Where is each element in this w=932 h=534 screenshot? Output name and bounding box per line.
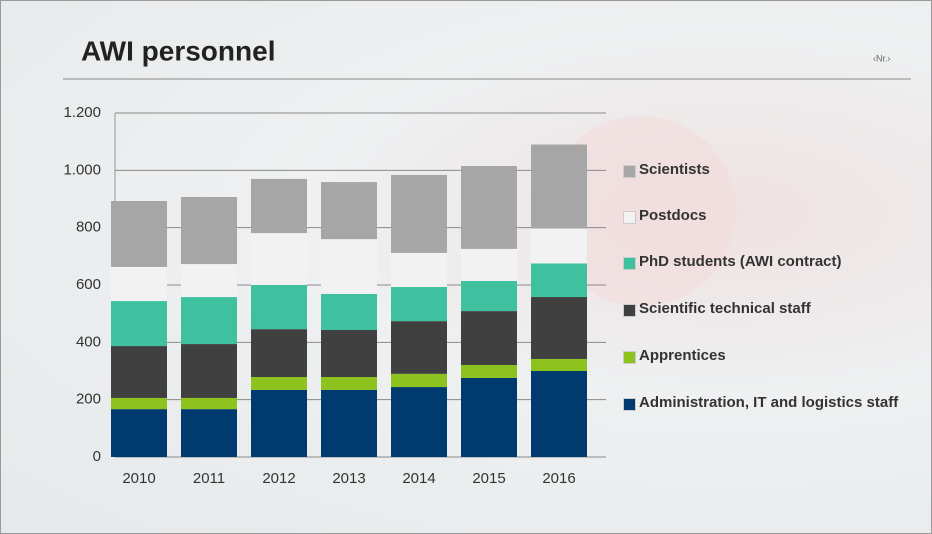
legend-swatch — [623, 257, 636, 270]
bar-segment — [111, 301, 167, 347]
bar-segment — [321, 182, 377, 240]
bar-segment — [111, 346, 167, 398]
legend-label: Administration, IT and logistics staff — [639, 394, 899, 411]
bar-segment — [181, 264, 237, 298]
legend-label: Scientists — [639, 161, 710, 178]
legend-swatch — [623, 165, 636, 178]
legend-swatch — [623, 398, 636, 411]
bar-segment — [461, 377, 517, 457]
legend-swatch — [623, 304, 636, 317]
y-tick-label: 1.200 — [63, 104, 101, 121]
legend-item: Scientists — [623, 159, 913, 181]
legend-item: Apprentices — [623, 345, 913, 367]
bar-segment — [531, 144, 587, 229]
y-tick-label: 200 — [76, 391, 101, 408]
bar-segment — [391, 287, 447, 322]
bar-segment — [531, 371, 587, 457]
bar-segment — [111, 397, 167, 410]
bar-segment — [111, 409, 167, 457]
bar-segment — [251, 233, 307, 285]
legend-item: PhD students (AWI contract) — [623, 251, 913, 273]
x-tick-label: 2011 — [193, 470, 225, 487]
background-figure — [546, 116, 736, 306]
legend-label: Apprentices — [639, 347, 726, 364]
legend-item: Postdocs — [623, 205, 913, 227]
bar-segment — [251, 285, 307, 330]
bar-segment — [321, 377, 377, 390]
bar-segment — [461, 280, 517, 312]
bar-segment — [321, 389, 377, 457]
legend-swatch — [623, 351, 636, 364]
page-number: ‹Nr.› — [873, 53, 891, 63]
bar-segment — [321, 293, 377, 331]
bar-segment — [531, 228, 587, 264]
bar-segment — [531, 263, 587, 298]
legend-label: Scientific technical staff — [639, 300, 811, 317]
bar-segment — [251, 377, 307, 390]
bar-segment — [531, 358, 587, 371]
bar-segment — [321, 239, 377, 294]
x-tick-label: 2016 — [542, 470, 575, 487]
legend-label: PhD students (AWI contract) — [639, 253, 842, 270]
bar-segment — [111, 201, 167, 267]
bar-segment — [461, 166, 517, 249]
bar-segment — [391, 174, 447, 253]
bar-segment — [111, 266, 167, 302]
bar-segment — [391, 373, 447, 388]
y-tick-label: 800 — [76, 219, 101, 236]
bar-segment — [181, 344, 237, 398]
bar-segment — [181, 297, 237, 345]
bar-segment — [391, 321, 447, 374]
bar-segment — [461, 364, 517, 378]
bar-segment — [181, 409, 237, 457]
bar-segment — [181, 397, 237, 410]
x-tick-label: 2012 — [262, 470, 295, 487]
legend-item: Scientific technical staff — [623, 298, 913, 320]
legend-label: Postdocs — [639, 207, 707, 224]
bar-segment — [251, 389, 307, 457]
bar-segment — [461, 248, 517, 281]
x-tick-label: 2015 — [472, 470, 505, 487]
legend-item: Administration, IT and logistics staff — [623, 392, 913, 414]
chart-title: AWI personnel — [81, 35, 275, 66]
x-tick-label: 2010 — [122, 470, 155, 487]
bar-segment — [181, 196, 237, 265]
y-tick-label: 1.000 — [63, 161, 101, 178]
x-tick-label: 2013 — [332, 470, 365, 487]
y-tick-label: 400 — [76, 333, 101, 350]
legend-swatch — [623, 211, 636, 224]
y-tick-label: 0 — [93, 448, 101, 465]
x-tick-label: 2014 — [402, 470, 435, 487]
bar-segment — [391, 252, 447, 288]
bar-segment — [321, 330, 377, 378]
bar-segment — [461, 311, 517, 365]
bar-segment — [251, 178, 307, 234]
bar-segment — [531, 297, 587, 359]
bar-segment — [391, 387, 447, 457]
bar-segment — [251, 329, 307, 378]
y-tick-label: 600 — [76, 276, 101, 293]
